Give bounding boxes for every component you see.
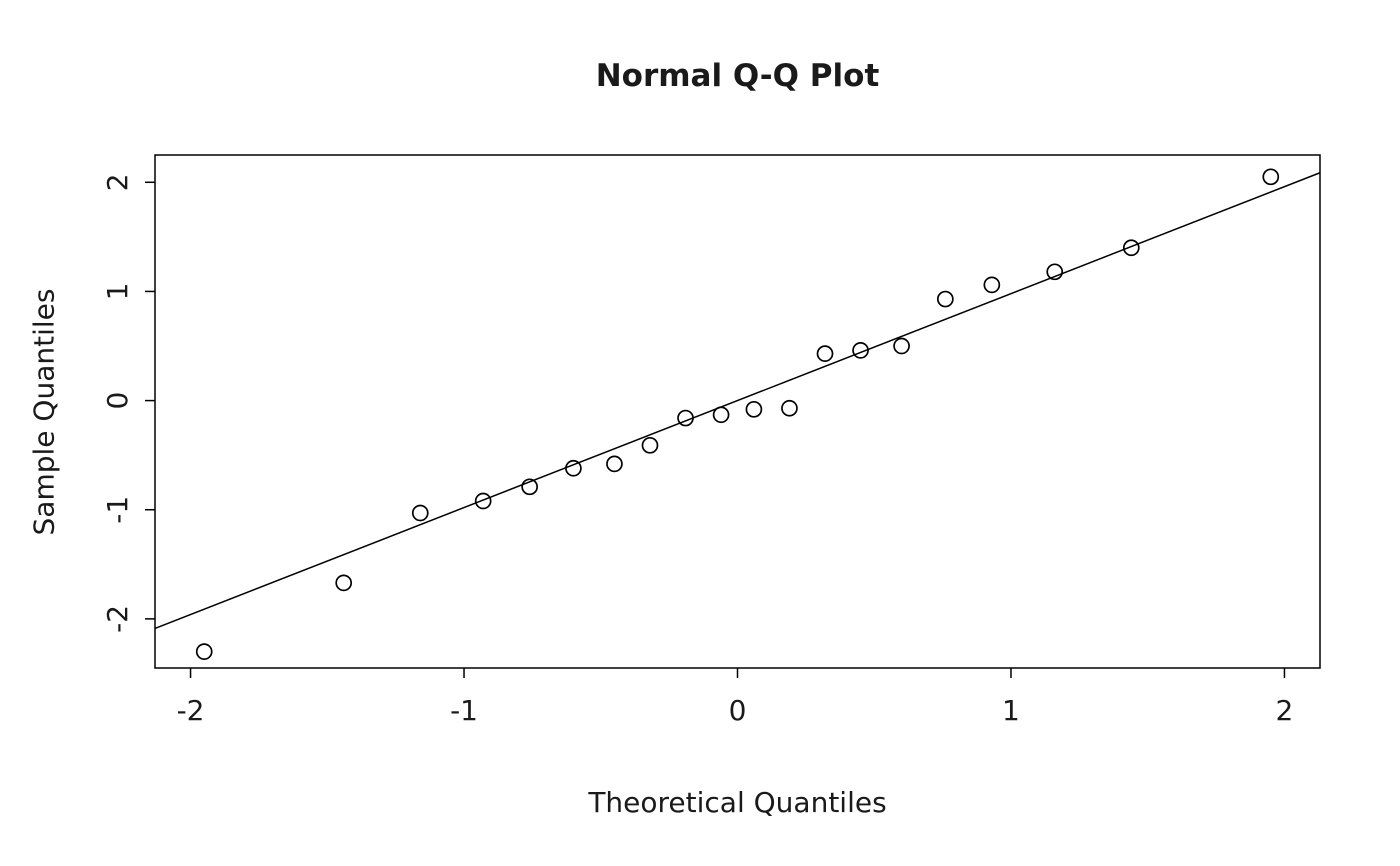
y-tick-label: 2: [101, 173, 134, 191]
data-point: [745, 400, 763, 418]
data-point: [1122, 239, 1140, 257]
data-point: [565, 459, 582, 477]
chart-title: Normal Q-Q Plot: [595, 58, 880, 94]
data-point: [1262, 168, 1280, 186]
data-point: [893, 337, 910, 355]
x-tick-label: 1: [1002, 694, 1020, 727]
y-tick-label: 1: [101, 283, 134, 301]
data-point: [335, 574, 353, 592]
plot-box: [154, 154, 1321, 669]
x-tick-label: -1: [450, 694, 478, 727]
data-point: [641, 436, 659, 454]
x-tick-label: 2: [1276, 694, 1294, 727]
x-tick-label: 0: [729, 694, 747, 727]
data-point: [474, 492, 492, 510]
y-tick-label: 0: [101, 392, 134, 410]
x-tick-label: -2: [177, 694, 205, 727]
data-point: [781, 399, 798, 417]
data-point: [936, 290, 954, 308]
data-point: [816, 345, 834, 363]
data-point: [411, 504, 429, 522]
data-point: [606, 455, 623, 473]
data-point: [852, 342, 869, 359]
data-point: [983, 276, 1001, 294]
qq-reference-line: [154, 172, 1321, 630]
data-point: [712, 406, 730, 424]
data-point: [677, 409, 694, 427]
y-tick-label: -2: [101, 605, 134, 633]
x-axis-label: Theoretical Quantiles: [588, 786, 887, 819]
data-point: [521, 478, 539, 496]
data-point: [1046, 263, 1064, 281]
data-point: [195, 643, 213, 660]
y-tick-label: -1: [101, 496, 134, 524]
